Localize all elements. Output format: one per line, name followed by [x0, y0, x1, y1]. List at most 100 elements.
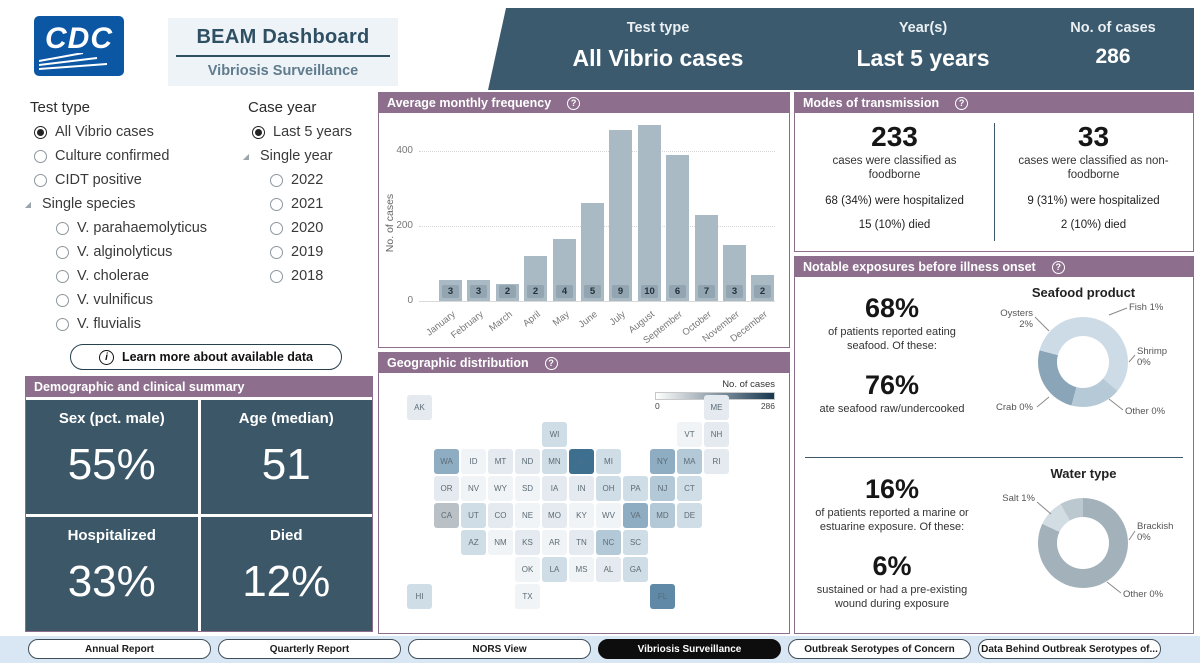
state-NM[interactable]: NM — [488, 530, 513, 555]
state-CT[interactable]: CT — [677, 476, 702, 501]
state-MI[interactable]: MI — [596, 449, 621, 474]
filter-suboption-test-type[interactable]: V. parahaemolyticus — [22, 216, 237, 240]
state-ID[interactable]: ID — [461, 449, 486, 474]
tab-vibriosis-surveillance[interactable]: Vibriosis Surveillance — [598, 639, 781, 659]
radio-icon[interactable] — [270, 269, 283, 283]
state-SC[interactable]: SC — [623, 530, 648, 555]
tab-nors-view[interactable]: NORS View — [408, 639, 591, 659]
state-WA[interactable]: WA — [434, 449, 459, 474]
state-IL[interactable]: IL — [569, 449, 594, 474]
state-MD[interactable]: MD — [650, 503, 675, 528]
state-HI[interactable]: HI — [407, 584, 432, 609]
state-KS[interactable]: KS — [515, 530, 540, 555]
state-AR[interactable]: AR — [542, 530, 567, 555]
state-NV[interactable]: NV — [461, 476, 486, 501]
radio-icon[interactable] — [270, 197, 283, 211]
radio-icon[interactable] — [34, 125, 47, 139]
help-icon[interactable]: ? — [567, 96, 581, 110]
filter-option-test-type[interactable]: Culture confirmed — [22, 144, 237, 168]
state-AZ[interactable]: AZ — [461, 530, 486, 555]
state-WV[interactable]: WV — [596, 503, 621, 528]
state-MA[interactable]: MA — [677, 449, 702, 474]
state-NH[interactable]: NH — [704, 422, 729, 447]
filter-suboption-test-type[interactable]: V. cholerae — [22, 264, 237, 288]
state-IN[interactable]: IN — [569, 476, 594, 501]
filter-option-test-type[interactable]: CIDT positive — [22, 168, 237, 192]
bar-july[interactable] — [609, 130, 632, 301]
water-donut[interactable] — [1038, 498, 1128, 588]
bar-june[interactable] — [581, 203, 604, 301]
filter-suboption-test-type[interactable]: V. fluvialis — [22, 312, 237, 336]
state-VA[interactable]: VA — [623, 503, 648, 528]
bar-october[interactable] — [695, 215, 718, 301]
radio-icon[interactable] — [56, 317, 69, 331]
state-NE[interactable]: NE — [515, 503, 540, 528]
filter-suboption-test-type[interactable]: V. alginolyticus — [22, 240, 237, 264]
filter-group-case-year[interactable]: ◢ Single year — [240, 144, 375, 168]
help-icon[interactable]: ? — [544, 356, 558, 370]
bar-september[interactable] — [666, 155, 689, 301]
radio-icon[interactable] — [56, 245, 69, 259]
radio-icon[interactable] — [56, 221, 69, 235]
state-AL[interactable]: AL — [596, 557, 621, 582]
state-OR[interactable]: OR — [434, 476, 459, 501]
radio-icon[interactable] — [56, 269, 69, 283]
state-LA[interactable]: LA — [542, 557, 567, 582]
state-CA[interactable]: CA — [434, 503, 459, 528]
filter-option-test-type[interactable]: All Vibrio cases — [22, 120, 237, 144]
state-MO[interactable]: MO — [542, 503, 567, 528]
filter-suboption-case-year[interactable]: 2021 — [240, 192, 375, 216]
state-NC[interactable]: NC — [596, 530, 621, 555]
state-MT[interactable]: MT — [488, 449, 513, 474]
radio-icon[interactable] — [270, 221, 283, 235]
state-SD[interactable]: SD — [515, 476, 540, 501]
bar-august[interactable] — [638, 125, 661, 301]
state-NJ[interactable]: NJ — [650, 476, 675, 501]
state-IA[interactable]: IA — [542, 476, 567, 501]
radio-icon[interactable] — [34, 149, 47, 163]
radio-icon[interactable] — [252, 125, 265, 139]
state-TX[interactable]: TX — [515, 584, 540, 609]
state-TN[interactable]: TN — [569, 530, 594, 555]
state-MS[interactable]: MS — [569, 557, 594, 582]
state-ND[interactable]: ND — [515, 449, 540, 474]
help-icon[interactable]: ? — [955, 96, 969, 110]
state-WY[interactable]: WY — [488, 476, 513, 501]
state-FL[interactable]: FL — [650, 584, 675, 609]
radio-icon[interactable] — [270, 245, 283, 259]
state-RI[interactable]: RI — [704, 449, 729, 474]
tab-quarterly-report[interactable]: Quarterly Report — [218, 639, 401, 659]
learn-more-button[interactable]: i Learn more about available data — [70, 344, 342, 370]
state-AK[interactable]: AK — [407, 395, 432, 420]
state-WI[interactable]: WI — [542, 422, 567, 447]
state-KY[interactable]: KY — [569, 503, 594, 528]
filter-suboption-case-year[interactable]: 2019 — [240, 240, 375, 264]
radio-icon[interactable] — [34, 173, 47, 187]
state-DE[interactable]: DE — [677, 503, 702, 528]
state-PA[interactable]: PA — [623, 476, 648, 501]
tab-data-behind-outbreak-serotypes-of[interactable]: Data Behind Outbreak Serotypes of... — [978, 639, 1161, 659]
filter-suboption-test-type[interactable]: V. vulnificus — [22, 288, 237, 312]
state-CO[interactable]: CO — [488, 503, 513, 528]
tab-outbreak-serotypes-of-concern[interactable]: Outbreak Serotypes of Concern — [788, 639, 971, 659]
state-VT[interactable]: VT — [677, 422, 702, 447]
state-OK[interactable]: OK — [515, 557, 540, 582]
expander-icon[interactable]: ◢ — [24, 199, 32, 209]
expander-icon[interactable]: ◢ — [242, 151, 250, 161]
state-GA[interactable]: GA — [623, 557, 648, 582]
help-icon[interactable]: ? — [1051, 260, 1065, 274]
state-UT[interactable]: UT — [461, 503, 486, 528]
tab-annual-report[interactable]: Annual Report — [28, 639, 211, 659]
state-MN[interactable]: MN — [542, 449, 567, 474]
filter-suboption-case-year[interactable]: 2020 — [240, 216, 375, 240]
state-ME[interactable]: ME — [704, 395, 729, 420]
radio-icon[interactable] — [56, 293, 69, 307]
filter-suboption-case-year[interactable]: 2018 — [240, 264, 375, 288]
state-OH[interactable]: OH — [596, 476, 621, 501]
filter-group-test-type[interactable]: ◢ Single species — [22, 192, 237, 216]
radio-icon[interactable] — [270, 173, 283, 187]
filter-option-case-year[interactable]: Last 5 years — [240, 120, 375, 144]
filter-suboption-case-year[interactable]: 2022 — [240, 168, 375, 192]
state-NY[interactable]: NY — [650, 449, 675, 474]
seafood-donut[interactable] — [1038, 317, 1128, 407]
